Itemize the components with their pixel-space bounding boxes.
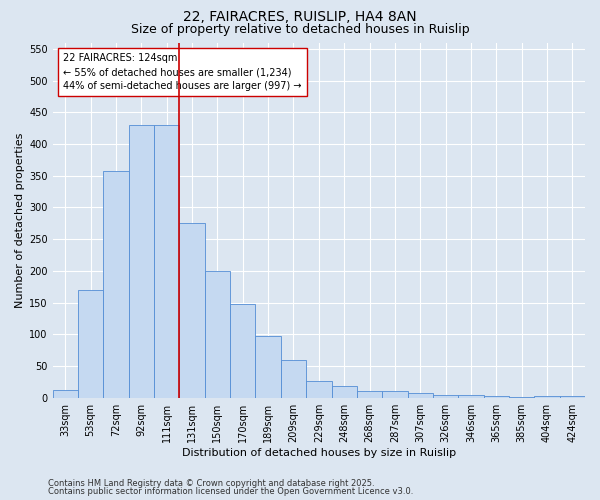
Bar bbox=[281, 360, 306, 398]
Y-axis label: Number of detached properties: Number of detached properties bbox=[15, 132, 25, 308]
Bar bbox=[53, 390, 78, 398]
Bar bbox=[560, 396, 585, 398]
Bar bbox=[205, 271, 230, 398]
Text: Contains HM Land Registry data © Crown copyright and database right 2025.: Contains HM Land Registry data © Crown c… bbox=[48, 478, 374, 488]
Bar bbox=[382, 390, 407, 398]
Bar bbox=[332, 386, 357, 398]
Text: 22 FAIRACRES: 124sqm
← 55% of detached houses are smaller (1,234)
44% of semi-de: 22 FAIRACRES: 124sqm ← 55% of detached h… bbox=[63, 53, 302, 91]
Bar bbox=[306, 381, 332, 398]
X-axis label: Distribution of detached houses by size in Ruislip: Distribution of detached houses by size … bbox=[182, 448, 456, 458]
Text: Contains public sector information licensed under the Open Government Licence v3: Contains public sector information licen… bbox=[48, 487, 413, 496]
Text: 22, FAIRACRES, RUISLIP, HA4 8AN: 22, FAIRACRES, RUISLIP, HA4 8AN bbox=[183, 10, 417, 24]
Bar bbox=[129, 125, 154, 398]
Bar bbox=[256, 336, 281, 398]
Bar bbox=[78, 290, 103, 398]
Bar bbox=[230, 304, 256, 398]
Bar bbox=[407, 394, 433, 398]
Bar bbox=[535, 396, 560, 398]
Bar bbox=[179, 224, 205, 398]
Bar bbox=[509, 397, 535, 398]
Bar bbox=[433, 394, 458, 398]
Bar bbox=[103, 172, 129, 398]
Bar bbox=[154, 125, 179, 398]
Text: Size of property relative to detached houses in Ruislip: Size of property relative to detached ho… bbox=[131, 22, 469, 36]
Bar bbox=[357, 390, 382, 398]
Bar bbox=[484, 396, 509, 398]
Bar bbox=[458, 395, 484, 398]
